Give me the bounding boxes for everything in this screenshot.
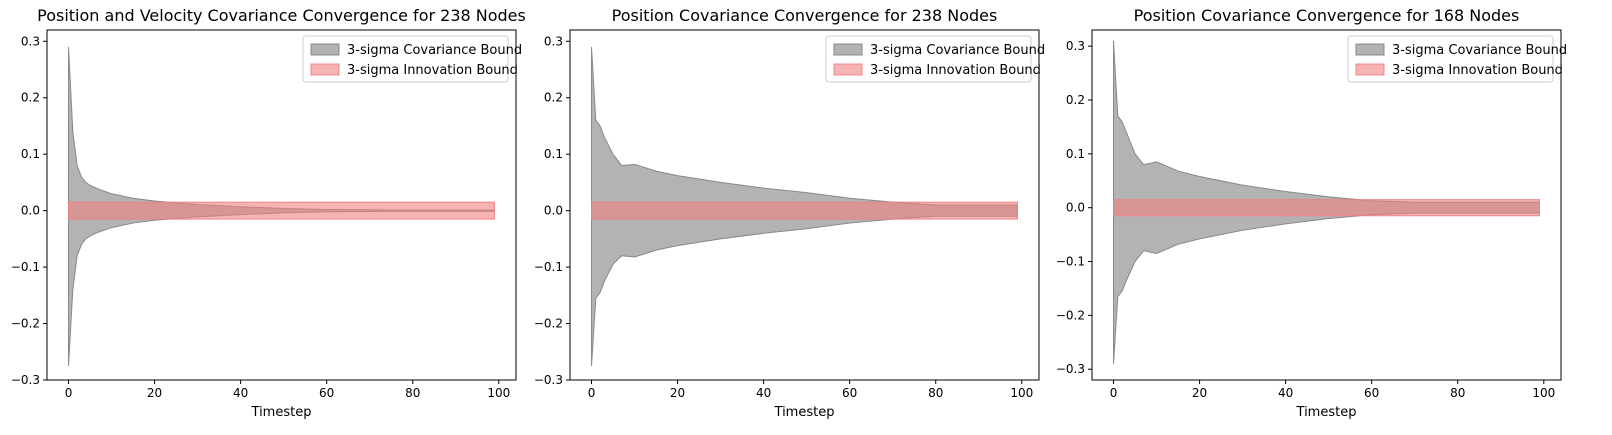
x-axis-label: Timestep [1296, 405, 1357, 420]
legend-label: 3-sigma Covariance Bound [1392, 43, 1567, 58]
legend-box [825, 35, 1032, 83]
y-tick-label: 0.1 [1066, 147, 1085, 161]
plot-frame [569, 29, 1040, 381]
x-tick-label: 80 [405, 386, 420, 400]
legend-swatch [310, 43, 340, 56]
y-tick-label: −0.2 [11, 317, 40, 331]
legend-label: 3-sigma Innovation Bound [1392, 63, 1563, 78]
legend-swatch [310, 63, 340, 76]
chart-panel-2: Position Covariance Convergence for 238 … [534, 6, 1045, 420]
y-tick-label: 0.2 [544, 91, 563, 105]
chart-panel-3: Position Covariance Convergence for 168 … [1056, 6, 1567, 420]
plot-frame [46, 29, 517, 381]
series-band-2 [68, 201, 495, 220]
y-tick-label: −0.1 [534, 260, 563, 274]
legend-label: 3-sigma Innovation Bound [347, 63, 518, 78]
series-band-2 [1113, 199, 1540, 217]
y-tick-label: 0.0 [21, 204, 40, 218]
legend-swatch [1355, 43, 1385, 56]
legend-swatch [833, 63, 863, 76]
legend-box [302, 35, 509, 83]
x-tick-label: 20 [670, 386, 685, 400]
y-tick-label: 0.0 [1066, 201, 1085, 215]
y-tick-label: 0.2 [21, 91, 40, 105]
y-tick-label: 0.3 [21, 34, 40, 48]
y-tick-label: −0.2 [534, 317, 563, 331]
x-axis-label: Timestep [774, 405, 835, 420]
y-tick-label: −0.1 [1056, 255, 1085, 269]
x-tick-label: 100 [1532, 386, 1555, 400]
x-tick-label: 100 [1010, 386, 1033, 400]
x-tick-label: 40 [233, 386, 248, 400]
y-tick-label: 0.0 [544, 204, 563, 218]
legend-label: 3-sigma Innovation Bound [870, 63, 1041, 78]
x-tick-label: 20 [1192, 386, 1207, 400]
y-tick-label: −0.3 [11, 373, 40, 387]
series-band-2 [591, 201, 1018, 220]
plot-frame [1091, 29, 1562, 381]
x-tick-label: 60 [842, 386, 857, 400]
chart-title: Position Covariance Convergence for 238 … [612, 6, 998, 25]
legend-label: 3-sigma Covariance Bound [870, 43, 1045, 58]
x-tick-label: 40 [756, 386, 771, 400]
y-tick-label: −0.3 [534, 373, 563, 387]
x-tick-label: 0 [1110, 386, 1118, 400]
y-tick-label: −0.1 [11, 260, 40, 274]
legend-label: 3-sigma Covariance Bound [347, 43, 522, 58]
y-tick-label: 0.1 [544, 147, 563, 161]
x-axis-label: Timestep [251, 405, 312, 420]
x-tick-label: 80 [1450, 386, 1465, 400]
y-tick-label: −0.3 [1056, 362, 1085, 376]
chart-title: Position Covariance Convergence for 168 … [1134, 6, 1520, 25]
y-tick-label: 0.3 [1066, 39, 1085, 53]
x-tick-label: 0 [65, 386, 73, 400]
x-tick-label: 80 [928, 386, 943, 400]
legend-box [1347, 35, 1554, 83]
y-tick-label: 0.2 [1066, 93, 1085, 107]
y-tick-label: 0.1 [21, 147, 40, 161]
legend-swatch [1355, 63, 1385, 76]
x-tick-label: 20 [147, 386, 162, 400]
x-tick-label: 40 [1278, 386, 1293, 400]
y-tick-label: −0.2 [1056, 308, 1085, 322]
x-tick-label: 0 [588, 386, 596, 400]
legend-swatch [833, 43, 863, 56]
x-tick-label: 60 [1364, 386, 1379, 400]
chart-title: Position and Velocity Covariance Converg… [37, 6, 526, 25]
x-tick-label: 60 [319, 386, 334, 400]
y-tick-label: 0.3 [544, 34, 563, 48]
x-tick-label: 100 [487, 386, 510, 400]
chart-panel-1: Position and Velocity Covariance Converg… [11, 6, 526, 420]
